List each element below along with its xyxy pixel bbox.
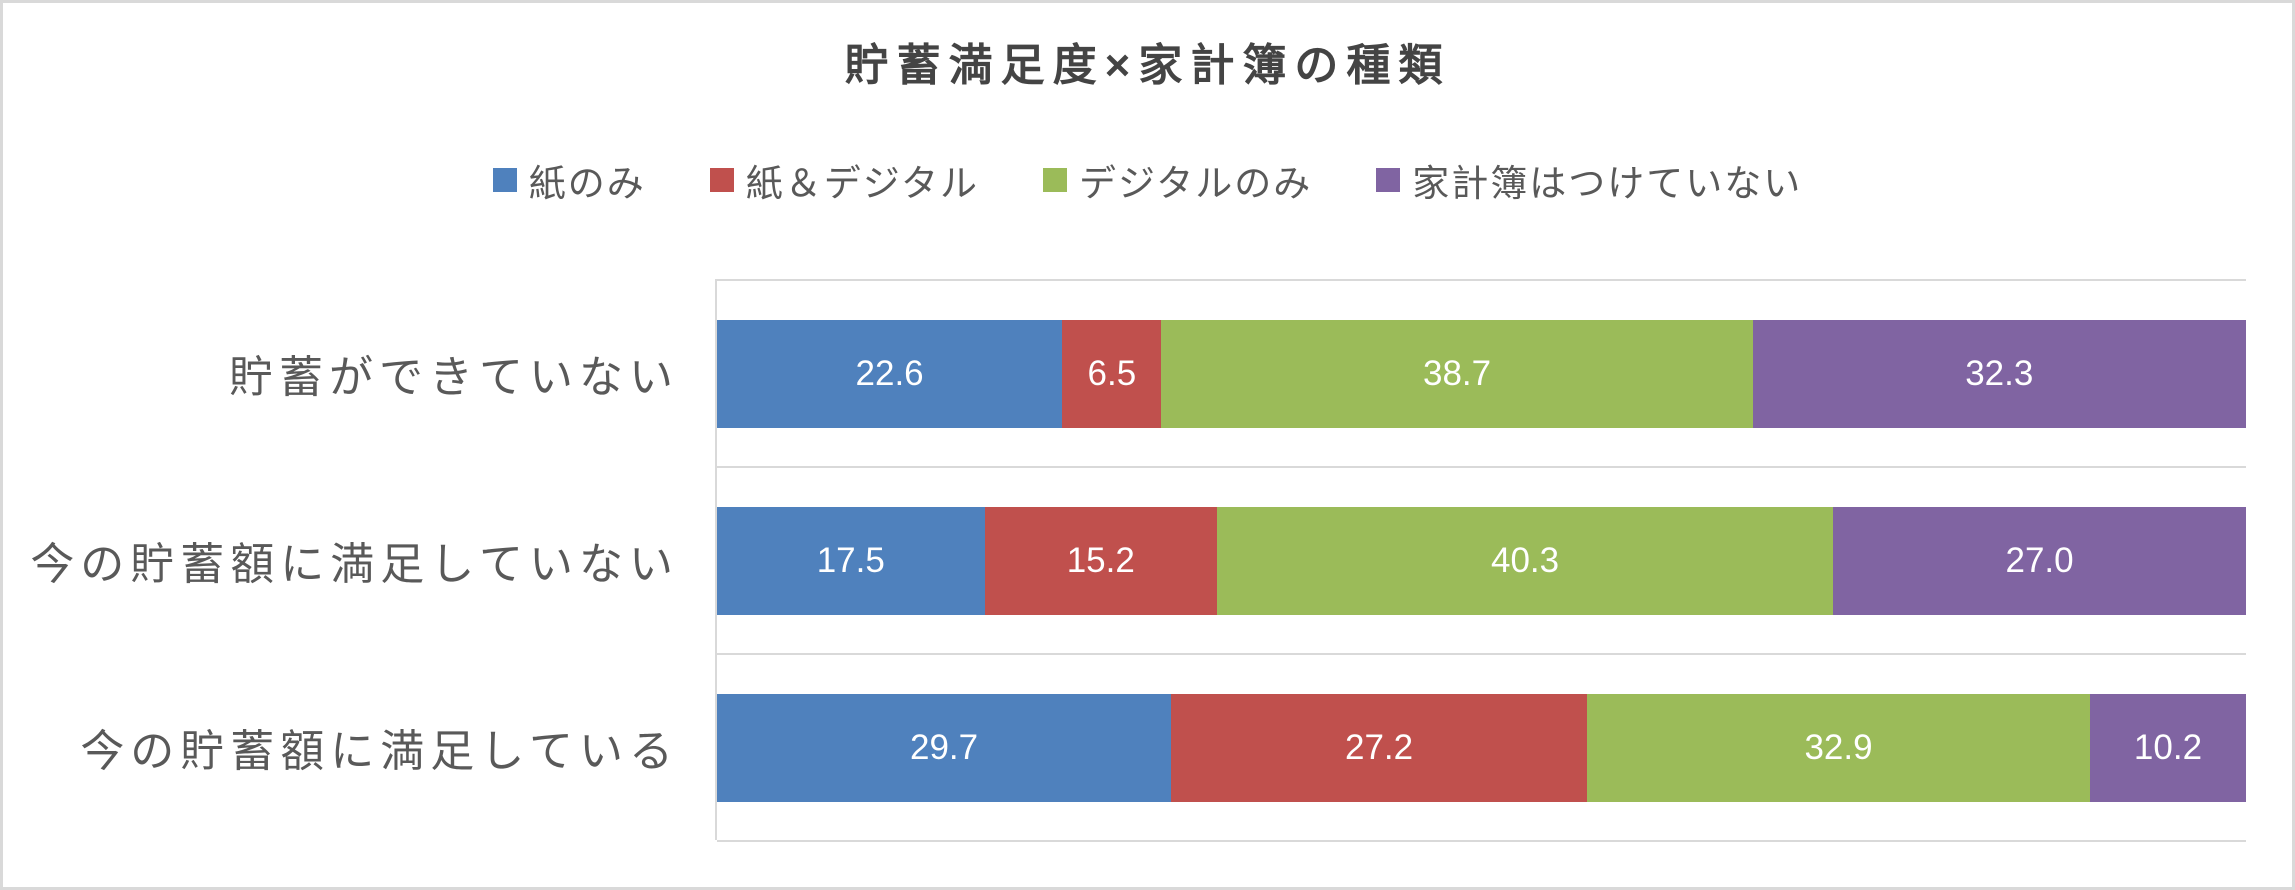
category-band-0: 22.6 6.5 38.7 32.3	[717, 281, 2246, 468]
data-label: 29.7	[909, 728, 979, 767]
bar-segment-0-2[interactable]: 38.7	[1161, 320, 1753, 428]
data-label: 15.2	[1066, 541, 1135, 580]
category-band-1: 17.5 15.2 40.3 27.0	[717, 468, 2246, 655]
bar-segment-0-0[interactable]: 22.6	[717, 320, 1063, 428]
legend-swatch-icon	[1376, 168, 1401, 192]
bar-segment-2-0[interactable]: 29.7	[717, 694, 1172, 802]
legend-label: 紙のみ	[528, 163, 646, 204]
legend-swatch-icon	[1043, 168, 1067, 192]
legend-swatch-icon	[709, 168, 734, 192]
category-axis-labels: 貯蓄ができていない今の貯蓄額に満足していない今の貯蓄額に満足している	[3, 279, 679, 840]
data-label: 6.5	[1087, 354, 1137, 393]
bar-segment-2-3[interactable]: 10.2	[2090, 694, 2246, 802]
bar-segment-1-3[interactable]: 27.0	[1833, 507, 2246, 615]
legend-item-0[interactable]: 紙のみ	[492, 153, 646, 207]
legend-swatch-icon	[492, 168, 517, 192]
stacked-bar-0: 22.6 6.5 38.7 32.3	[717, 320, 2246, 428]
bar-segment-1-0[interactable]: 17.5	[717, 507, 985, 615]
stacked-bar-1: 17.5 15.2 40.3 27.0	[717, 507, 2246, 615]
bar-segment-2-2[interactable]: 32.9	[1586, 694, 2091, 802]
chart-legend: 紙のみ 紙＆デジタル デジタルのみ 家計簿はつけていない	[3, 153, 2292, 207]
chart-title: 貯蓄満足度×家計簿の種類	[844, 41, 1451, 90]
legend-label: 紙＆デジタル	[745, 163, 979, 204]
data-label: 38.7	[1422, 354, 1492, 393]
legend-item-1[interactable]: 紙＆デジタル	[709, 153, 979, 207]
category-label-2: 今の貯蓄額に満足している	[80, 726, 679, 776]
bar-segment-2-1[interactable]: 27.2	[1171, 694, 1587, 802]
category-label-1: 今の貯蓄額に満足していない	[30, 539, 679, 589]
data-label: 22.6	[855, 354, 924, 393]
legend-label: デジタルのみ	[1079, 163, 1313, 204]
plot-area: 22.6 6.5 38.7 32.3 17.5 15.2 40.3 27.0 29.7 27.2 3…	[715, 279, 2246, 842]
legend-label: 家計簿はつけていない	[1412, 163, 1803, 204]
data-label: 10.2	[2133, 728, 2203, 767]
legend-item-3[interactable]: 家計簿はつけていない	[1376, 153, 1802, 207]
legend-item-2[interactable]: デジタルのみ	[1043, 153, 1312, 207]
data-label: 17.5	[816, 541, 885, 580]
category-band-2: 29.7 27.2 32.9 10.2	[717, 655, 2246, 842]
bar-segment-0-1[interactable]: 6.5	[1062, 320, 1162, 428]
bar-segment-1-2[interactable]: 40.3	[1216, 507, 1834, 615]
data-label: 40.3	[1490, 541, 1560, 580]
data-label: 27.0	[2005, 541, 2074, 580]
data-label: 27.2	[1344, 728, 1414, 767]
stacked-bar-2: 29.7 27.2 32.9 10.2	[717, 694, 2246, 802]
category-label-0: 貯蓄ができていない	[229, 352, 679, 402]
bar-segment-1-1[interactable]: 15.2	[984, 507, 1217, 615]
data-label: 32.3	[1965, 354, 2034, 393]
data-label: 32.9	[1804, 728, 1873, 767]
bar-segment-0-3[interactable]: 32.3	[1752, 320, 2246, 428]
